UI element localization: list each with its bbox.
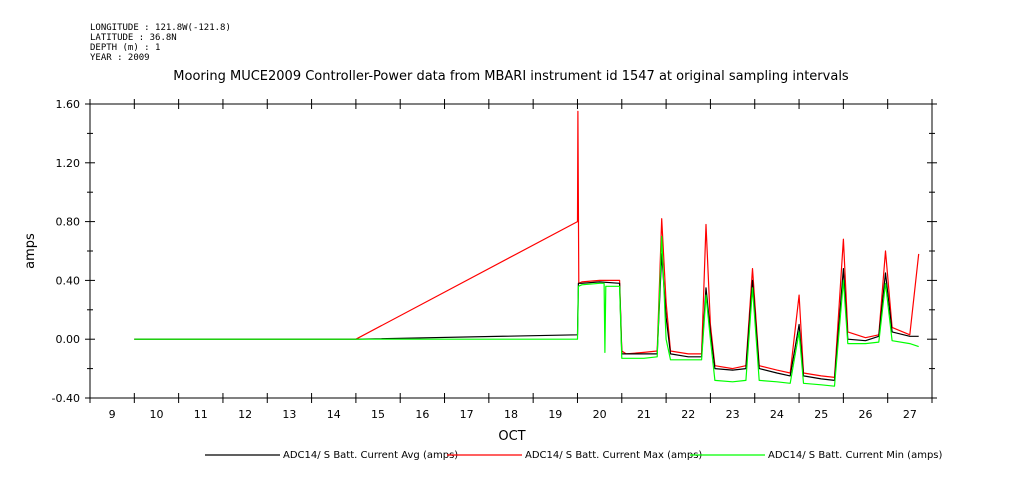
header-depth: DEPTH (m) : 1 xyxy=(90,43,160,53)
legend-label: ADC14/ S Batt. Current Avg (amps) xyxy=(283,450,458,461)
x-tick-label: 19 xyxy=(548,408,562,421)
series-line-min xyxy=(134,235,919,387)
chart-title: Mooring MUCE2009 Controller-Power data f… xyxy=(173,69,849,84)
y-tick-label: 0.40 xyxy=(56,274,81,287)
y-tick-label: 0.80 xyxy=(56,216,81,229)
x-tick-label: 20 xyxy=(593,408,607,421)
x-tick-label: 13 xyxy=(282,408,296,421)
x-tick-label: 15 xyxy=(371,408,385,421)
y-tick-label: 1.20 xyxy=(56,157,81,170)
axes-layer: -0.40 0.00 0.40 0.80 1.20 1.60 9 10 11 12 13 14 15 16… xyxy=(52,98,937,421)
x-tick-label: 12 xyxy=(238,408,252,421)
x-tick-label: 14 xyxy=(327,408,341,421)
x-tick-label: 25 xyxy=(814,408,828,421)
legend-label: ADC14/ S Batt. Current Max (amps) xyxy=(525,450,702,461)
x-tick-label: 18 xyxy=(504,408,518,421)
header-block: LONGITUDE : 121.8W(-121.8) LATITUDE : 36… xyxy=(90,23,231,63)
x-tick-label: 22 xyxy=(681,408,695,421)
x-tick-label: 16 xyxy=(415,408,429,421)
x-tick-label: 10 xyxy=(149,408,163,421)
legend: ADC14/ S Batt. Current Avg (amps) ADC14/ … xyxy=(205,450,942,461)
plot-frame xyxy=(89,103,933,399)
x-tick-label: 24 xyxy=(770,408,784,421)
header-longitude: LONGITUDE : 121.8W(-121.8) xyxy=(90,23,231,33)
header-year: YEAR : 2009 xyxy=(90,53,150,63)
x-tick-label: 26 xyxy=(859,408,873,421)
x-tick-label: 17 xyxy=(460,408,474,421)
x-tick-label: 11 xyxy=(194,408,208,421)
x-tick-label: 9 xyxy=(109,408,116,421)
legend-label: ADC14/ S Batt. Current Min (amps) xyxy=(768,450,942,461)
x-tick-label: 27 xyxy=(903,408,917,421)
header-latitude: LATITUDE : 36.8N xyxy=(90,33,177,43)
x-tick-label: 23 xyxy=(726,408,740,421)
y-tick-label: 0.00 xyxy=(56,333,81,346)
x-tick-label: 21 xyxy=(637,408,651,421)
series-layer xyxy=(134,110,920,387)
series-line-max xyxy=(134,110,920,378)
y-axis-label: amps xyxy=(23,233,38,269)
y-tick-label: -0.40 xyxy=(52,392,80,405)
y-tick-label: 1.60 xyxy=(56,98,81,111)
x-axis-label: OCT xyxy=(498,429,525,444)
